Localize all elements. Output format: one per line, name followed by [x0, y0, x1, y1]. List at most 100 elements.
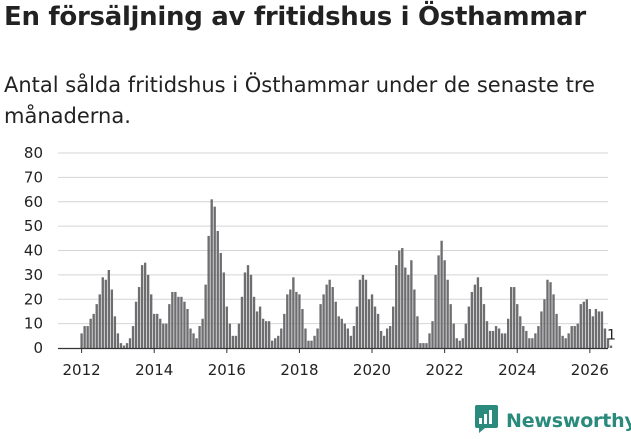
x-tick-label: 2026 — [571, 361, 609, 379]
bar — [579, 304, 582, 349]
bar — [591, 316, 595, 348]
bar — [116, 333, 120, 349]
bar — [195, 338, 198, 348]
bar — [340, 318, 343, 348]
bar — [95, 304, 98, 349]
bar — [83, 326, 86, 348]
bar — [600, 311, 604, 348]
bar — [219, 252, 222, 348]
bar — [316, 328, 319, 348]
bar — [222, 272, 225, 348]
bar — [506, 318, 510, 348]
bar — [177, 296, 180, 348]
bar — [549, 282, 552, 348]
bar — [576, 323, 579, 349]
bar — [461, 338, 464, 348]
bar — [86, 326, 89, 348]
bar — [319, 304, 322, 349]
bar — [503, 333, 507, 349]
bar — [313, 335, 316, 348]
bar — [234, 335, 238, 348]
bar — [428, 333, 431, 349]
y-tick-label: 40 — [24, 242, 43, 260]
bar — [513, 287, 516, 348]
bars — [80, 199, 613, 349]
bar — [510, 287, 513, 348]
bar — [153, 313, 156, 349]
bar — [370, 294, 374, 349]
bar — [168, 304, 171, 349]
last-value-annotation: 1 — [607, 328, 616, 344]
bar — [437, 255, 440, 349]
bar — [343, 323, 346, 349]
bar — [389, 326, 392, 348]
bar — [597, 311, 601, 348]
bar — [301, 309, 304, 348]
bar — [159, 318, 162, 348]
bar — [307, 340, 310, 348]
bar — [522, 326, 525, 348]
x-axis: 2012 2014 2016 2018 2020 2022 2024 2026 — [58, 347, 609, 379]
bar — [261, 318, 265, 348]
bar — [416, 316, 419, 348]
bar — [558, 326, 561, 348]
bar — [98, 294, 101, 349]
bar — [180, 296, 183, 348]
bar — [162, 323, 165, 349]
bar — [216, 231, 219, 348]
bar — [540, 311, 543, 348]
bar — [143, 262, 147, 348]
y-tick-label: 60 — [24, 193, 43, 211]
bar — [174, 291, 177, 348]
bar — [198, 326, 201, 348]
bar — [140, 265, 144, 349]
x-tick-label: 2016 — [208, 361, 246, 379]
bar — [201, 318, 204, 348]
bar — [585, 299, 588, 348]
bar — [183, 301, 186, 348]
bar — [519, 316, 522, 348]
bar — [561, 335, 564, 348]
bar — [467, 306, 471, 348]
bar — [240, 296, 244, 348]
y-tick-label: 10 — [24, 315, 43, 333]
bar — [101, 277, 104, 348]
bar — [385, 328, 389, 348]
bar — [228, 323, 232, 349]
bar — [283, 313, 286, 349]
y-tick-label: 0 — [33, 339, 43, 357]
bar — [128, 338, 132, 348]
y-tick-label: 20 — [24, 290, 43, 308]
bar — [122, 345, 126, 348]
bar — [543, 299, 546, 348]
bar — [295, 291, 298, 348]
brand[interactable]: Newsworthy — [474, 405, 631, 437]
bar — [464, 323, 467, 349]
bar — [531, 338, 534, 348]
bar — [213, 206, 216, 349]
bar — [476, 277, 480, 348]
bar — [497, 328, 501, 348]
bar — [104, 279, 107, 348]
bar — [382, 335, 386, 348]
bar — [210, 199, 213, 348]
bar — [150, 294, 153, 349]
bar — [237, 323, 241, 349]
bar — [395, 265, 398, 349]
y-axis-labels: 0 10 20 30 40 50 60 70 80 — [24, 144, 43, 357]
bar — [398, 250, 401, 348]
bar — [298, 294, 301, 349]
bar — [192, 333, 195, 349]
bar — [274, 338, 277, 348]
last-value-label: 1 — [607, 328, 616, 344]
bar — [606, 338, 610, 348]
bar — [494, 326, 498, 348]
bar — [331, 287, 334, 348]
bar — [482, 304, 486, 349]
bar — [410, 260, 413, 348]
bar — [80, 333, 83, 349]
bar — [552, 294, 555, 349]
bar — [171, 291, 174, 348]
bar — [255, 311, 259, 348]
bar — [286, 294, 289, 349]
